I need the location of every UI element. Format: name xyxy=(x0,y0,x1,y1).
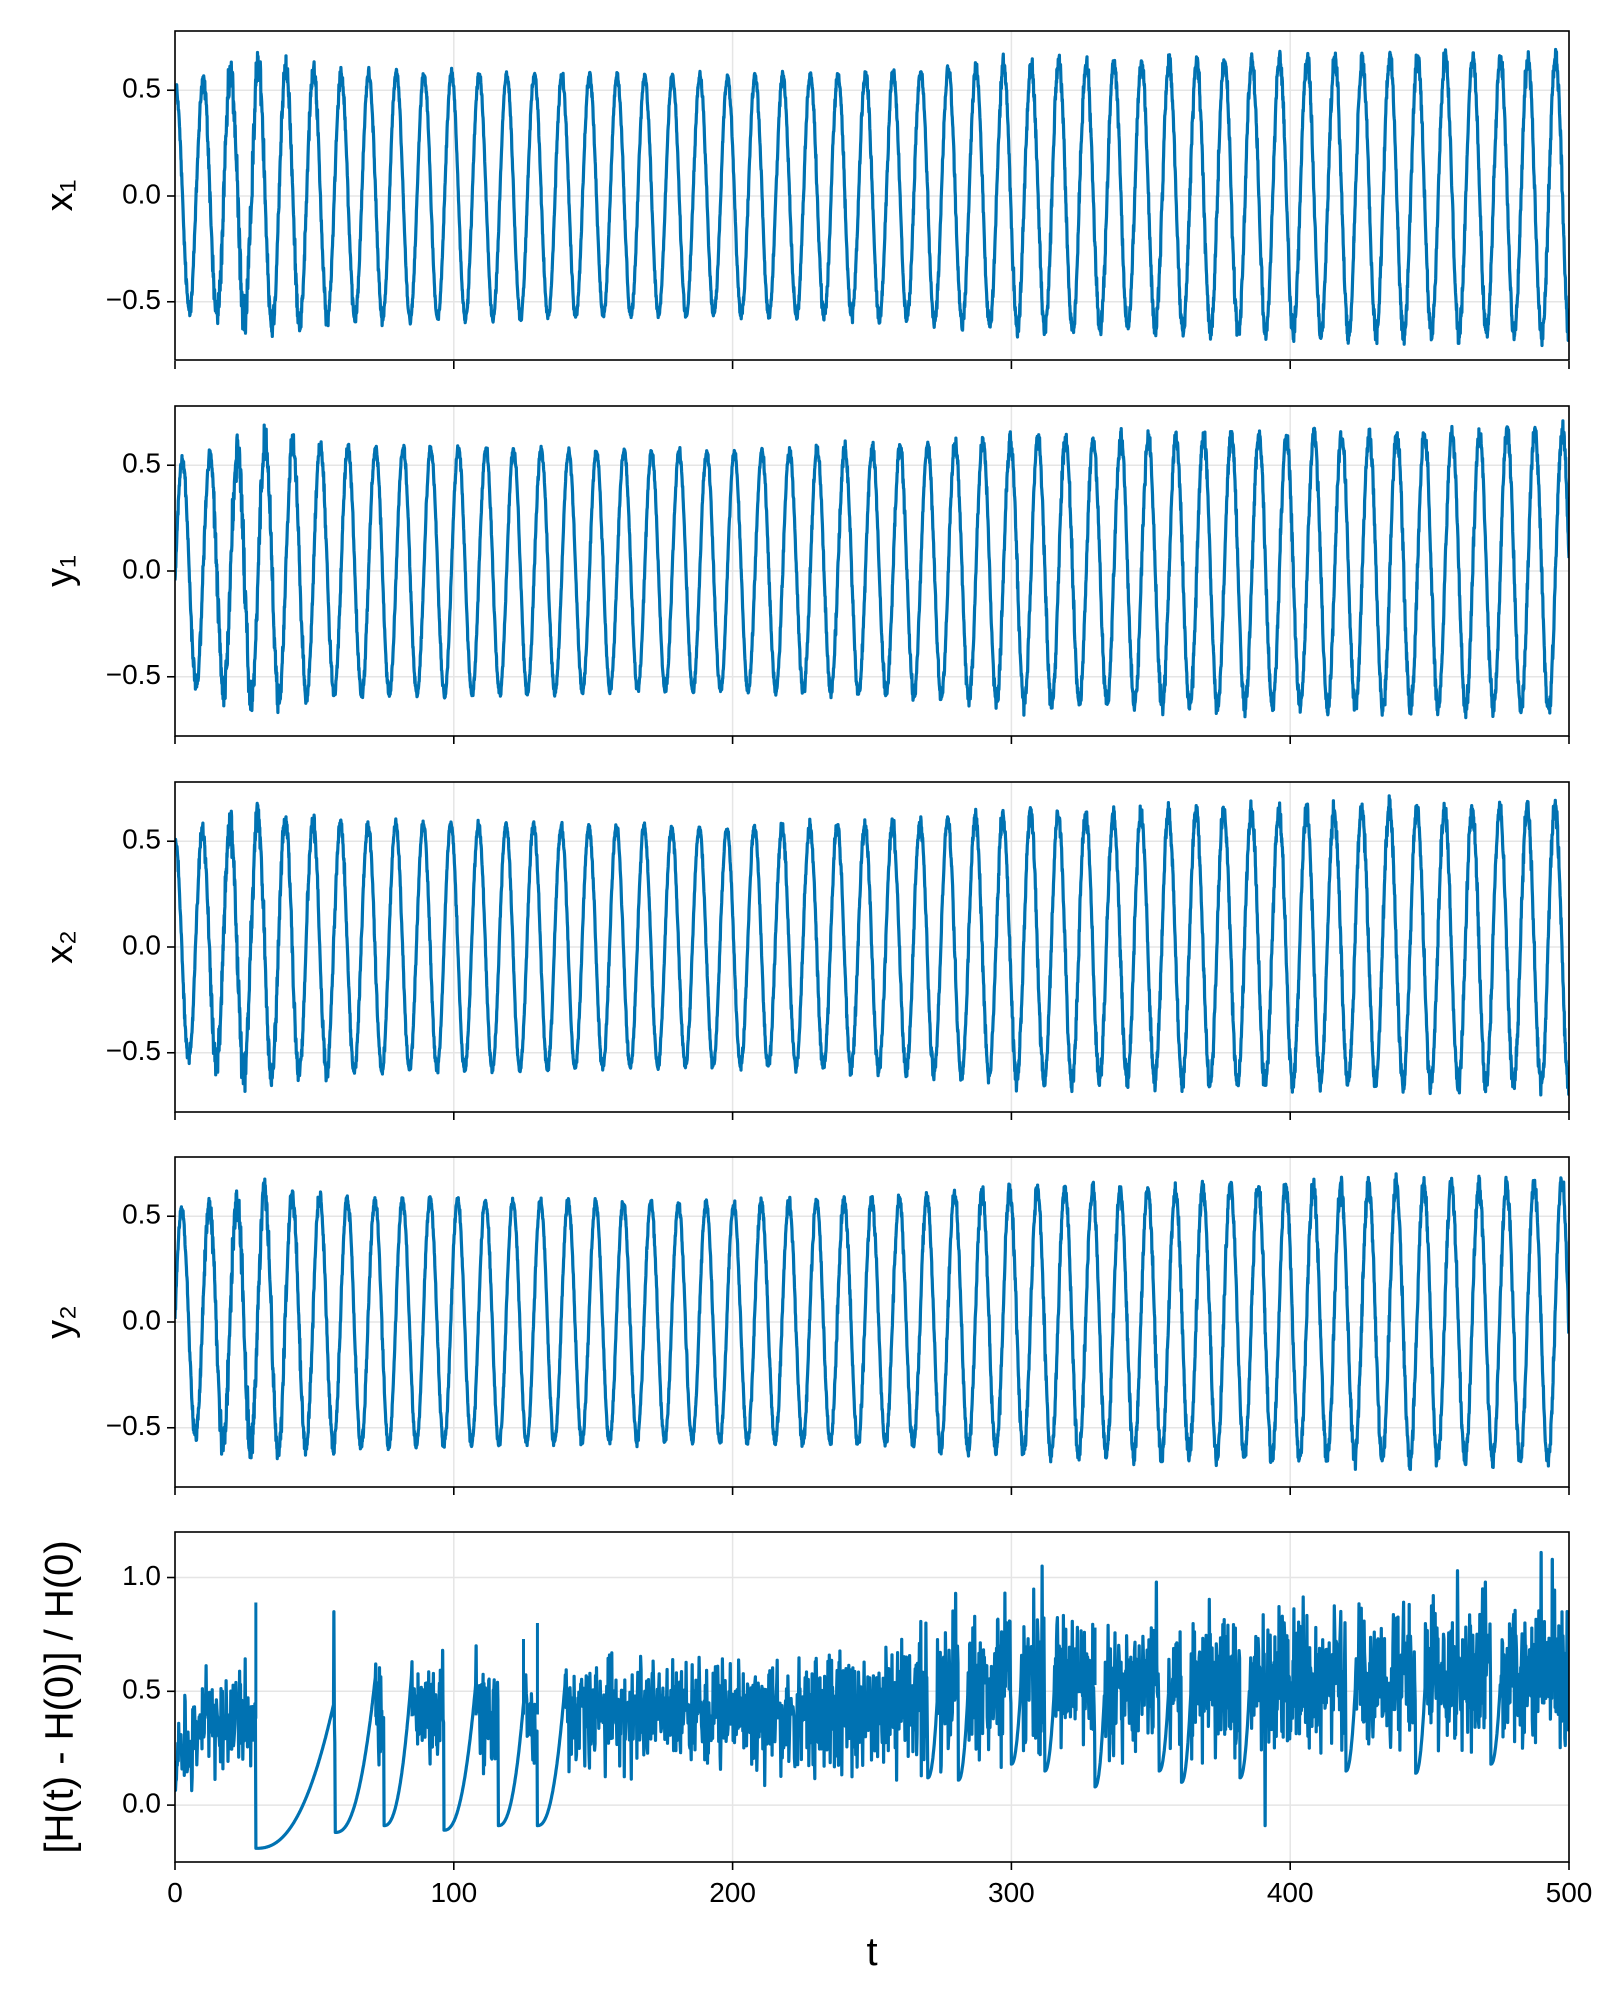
ytick-label: 1.0 xyxy=(122,1560,161,1591)
ytick-label: 0.5 xyxy=(122,1674,161,1705)
ytick-label: 0.0 xyxy=(122,929,161,960)
panel-energy-frame xyxy=(174,1531,1570,1863)
panel-energy-ylabel: [H(t) - H(0)] / H(0) xyxy=(38,1540,82,1853)
panel-energy-xlabel: t xyxy=(866,1930,877,1974)
panel-x1: −0.5 0.0 0.5 x₁ xyxy=(39,30,1570,369)
panel-x2-ticks: −0.5 0.0 0.5 xyxy=(106,824,1570,1120)
xtick-label: 0 xyxy=(167,1877,183,1908)
series-line xyxy=(175,794,1569,1097)
xtick-label: 100 xyxy=(430,1877,477,1908)
panel-y1-ticks: −0.5 0.0 0.5 xyxy=(106,448,1570,744)
ytick-label: 0.0 xyxy=(122,1304,161,1335)
series-line xyxy=(175,419,1569,720)
panel-energy: 0.0 0.5 1.0 0 100 200 300 400 500 [H(t) - H(0)] … xyxy=(38,1531,1592,1974)
panel-y1-series xyxy=(175,419,1569,720)
panel-y1: −0.5 0.0 0.5 y₁ xyxy=(39,405,1570,744)
panel-x1-series xyxy=(175,47,1569,348)
panel-x1-ylabel: x₁ xyxy=(39,180,81,212)
xtick-label: 200 xyxy=(709,1877,756,1908)
ytick-label: 0.5 xyxy=(122,824,161,855)
ytick-label: 0.5 xyxy=(122,448,161,479)
ytick-label: −0.5 xyxy=(106,1410,161,1441)
panel-y2-ticks: −0.5 0.0 0.5 xyxy=(106,1199,1570,1495)
ytick-label: 0.0 xyxy=(122,1787,161,1818)
panel-energy-series xyxy=(175,1550,1569,1850)
panel-y2: −0.5 0.0 0.5 y₂ xyxy=(39,1156,1570,1495)
panel-x1-ticks: −0.5 0.0 0.5 xyxy=(106,73,1570,369)
panel-y2-ylabel: y₂ xyxy=(39,1305,81,1339)
series-line xyxy=(175,47,1569,348)
ytick-label: −0.5 xyxy=(106,1035,161,1066)
xtick-label: 400 xyxy=(1267,1877,1314,1908)
series-line xyxy=(175,1550,1569,1850)
panel-y1-ylabel: y₁ xyxy=(39,555,81,587)
panel-x2-ylabel: x₂ xyxy=(39,930,81,964)
ytick-label: 0.5 xyxy=(122,73,161,104)
series-line xyxy=(175,1172,1569,1472)
xtick-label: 300 xyxy=(988,1877,1035,1908)
panel-x2-series xyxy=(175,794,1569,1097)
ytick-label: −0.5 xyxy=(106,284,161,315)
panel-x2: −0.5 0.0 0.5 x₂ xyxy=(39,781,1570,1120)
ytick-label: 0.0 xyxy=(122,178,161,209)
ytick-label: 0.5 xyxy=(122,1199,161,1230)
ytick-label: −0.5 xyxy=(106,659,161,690)
panel-energy-ticks: 0.0 0.5 1.0 0 100 200 300 400 500 xyxy=(122,1560,1592,1908)
ytick-label: 0.0 xyxy=(122,553,161,584)
panel-y2-series xyxy=(175,1172,1569,1472)
xtick-label: 500 xyxy=(1546,1877,1593,1908)
